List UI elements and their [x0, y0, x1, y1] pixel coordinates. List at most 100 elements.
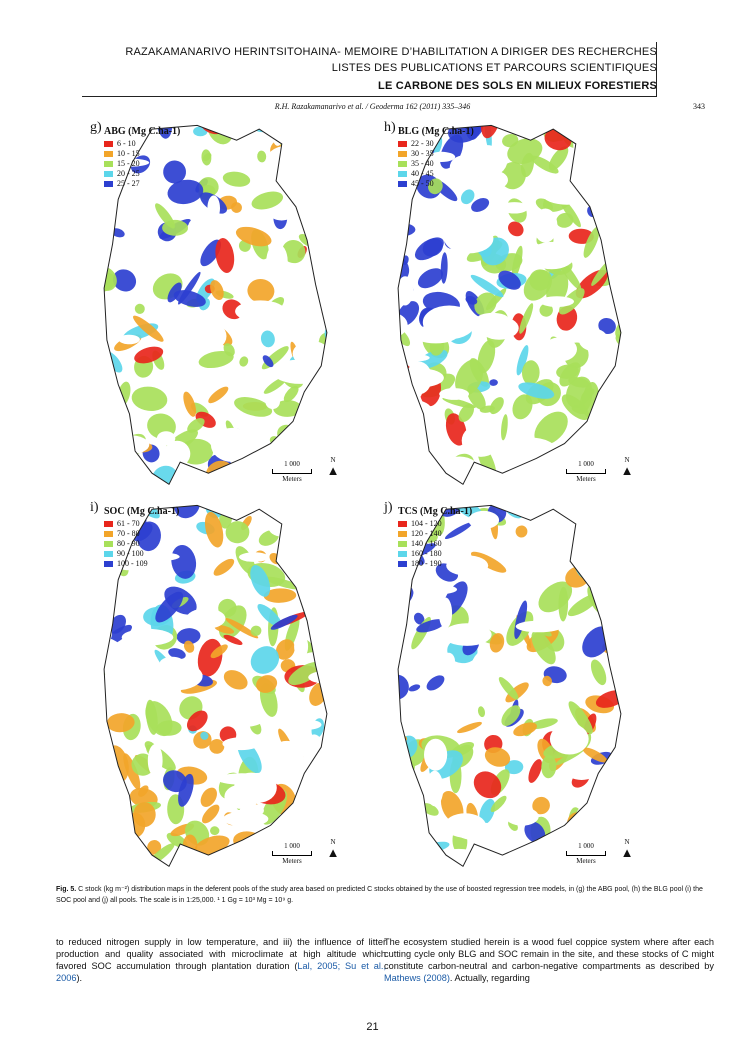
- legend-swatch: [398, 151, 407, 157]
- legend-swatch: [104, 551, 113, 557]
- legend-range-label: 180 - 190: [411, 559, 442, 568]
- legend-item: 180 - 190: [398, 559, 442, 569]
- legend-title-g: ABG (Mg C.ha-1): [104, 126, 181, 137]
- legend-swatch: [398, 561, 407, 567]
- legend-title-j: TCS (Mg C.ha-1): [398, 506, 473, 517]
- map-panel-j: j) TCS (Mg C.ha-1) 104 - 120 120 - 140 140 -…: [384, 498, 666, 870]
- scale-bar-line: [272, 469, 312, 474]
- panel-label-g: g): [90, 120, 102, 135]
- north-arrow-icon: N ▲: [326, 456, 340, 477]
- legend-range-label: 90 - 100: [117, 549, 144, 558]
- legend-swatch: [398, 181, 407, 187]
- panel-label-h: h): [384, 120, 396, 135]
- legend-range-label: 22 - 30: [411, 139, 434, 148]
- body-left-text: to reduced nitrogen supply in low temper…: [56, 937, 386, 971]
- legend-swatch: [398, 141, 407, 147]
- scale-bar-line: [566, 469, 606, 474]
- citation-link[interactable]: Mathews (2008): [384, 973, 450, 983]
- carbon-stock-map-h: [397, 124, 622, 486]
- legend-item: 40 - 45: [398, 169, 434, 179]
- legend-swatch: [104, 541, 113, 547]
- scale-bar-label: 1 000: [578, 842, 594, 850]
- north-arrow-icon: N ▲: [620, 456, 634, 477]
- scale-bar-unit: Meters: [576, 475, 596, 483]
- north-arrow-icon: N ▲: [620, 838, 634, 859]
- legend-range-label: 40 - 45: [411, 169, 434, 178]
- legend-range-label: 61 - 70: [117, 519, 140, 528]
- legend-h: 22 - 30 30 - 35 35 - 40 40 - 45 45 - 50: [398, 139, 434, 189]
- legend-item: 70 - 80: [104, 529, 148, 539]
- scale-bar-i: 1 000 Meters: [272, 842, 312, 865]
- legend-swatch: [104, 161, 113, 167]
- header-author-title: RAZAKAMANARIVO HERINTSITOHAINA- MEMOIRE …: [125, 46, 657, 58]
- header-chapter-title: LE CARBONE DES SOLS EN MILIEUX FORESTIER…: [378, 80, 657, 92]
- legend-item: 120 - 140: [398, 529, 442, 539]
- legend-range-label: 25 - 27: [117, 179, 140, 188]
- citation-link[interactable]: Lal, 2005; Su et al., 2006: [56, 961, 386, 983]
- carbon-stock-map-j: [397, 504, 622, 868]
- figure-caption-text: C stock (kg m⁻²) distribution maps in th…: [56, 886, 703, 904]
- legend-swatch: [104, 151, 113, 157]
- scale-bar-line: [272, 851, 312, 856]
- legend-g: 6 - 10 10 - 15 15 - 20 20 - 25 25 - 27: [104, 139, 140, 189]
- legend-swatch: [104, 531, 113, 537]
- legend-range-label: 70 - 80: [117, 529, 140, 538]
- carbon-stock-map-g: [103, 124, 328, 486]
- legend-swatch: [104, 561, 113, 567]
- map-panel-g: g) ABG (Mg C.ha-1) 6 - 10 10 - 15 15 - 20 20 …: [90, 118, 372, 488]
- legend-range-label: 104 - 120: [411, 519, 442, 528]
- figure-caption: Fig. 5. C stock (kg m⁻²) distribution ma…: [56, 884, 712, 906]
- panel-label-j: j): [384, 500, 393, 515]
- legend-swatch: [104, 141, 113, 147]
- legend-item: 61 - 70: [104, 519, 148, 529]
- legend-swatch: [398, 161, 407, 167]
- legend-swatch: [104, 181, 113, 187]
- legend-item: 25 - 27: [104, 179, 140, 189]
- north-arrow-glyph: ▲: [620, 845, 634, 860]
- legend-item: 140 - 160: [398, 539, 442, 549]
- scale-bar-label: 1 000: [284, 842, 300, 850]
- legend-item: 160 - 180: [398, 549, 442, 559]
- north-arrow-icon: N ▲: [326, 838, 340, 859]
- legend-swatch: [398, 541, 407, 547]
- scale-bar-unit: Meters: [576, 857, 596, 865]
- body-text-right-column: The ecosystem studied herein is a wood f…: [384, 936, 714, 984]
- legend-item: 22 - 30: [398, 139, 434, 149]
- panel-label-i: i): [90, 500, 99, 515]
- legend-range-label: 160 - 180: [411, 549, 442, 558]
- legend-item: 100 - 109: [104, 559, 148, 569]
- legend-swatch: [104, 521, 113, 527]
- legend-range-label: 15 - 20: [117, 159, 140, 168]
- legend-item: 90 - 100: [104, 549, 148, 559]
- scale-bar-unit: Meters: [282, 857, 302, 865]
- legend-swatch: [398, 531, 407, 537]
- body-right-text-end: . Actually, regarding: [449, 973, 530, 983]
- legend-range-label: 120 - 140: [411, 529, 442, 538]
- scale-bar-unit: Meters: [282, 475, 302, 483]
- legend-item: 80 - 90: [104, 539, 148, 549]
- scale-bar-j: 1 000 Meters: [566, 842, 606, 865]
- legend-item: 6 - 10: [104, 139, 140, 149]
- legend-item: 45 - 50: [398, 179, 434, 189]
- carbon-stock-map-i: [103, 504, 328, 868]
- map-panel-h: h) BLG (Mg C.ha-1) 22 - 30 30 - 35 35 - 40 40…: [384, 118, 666, 488]
- page-number: 21: [366, 1021, 379, 1033]
- header-section-title: LISTES DES PUBLICATIONS ET PARCOURS SCIE…: [331, 62, 657, 74]
- legend-item: 15 - 20: [104, 159, 140, 169]
- scale-bar-label: 1 000: [284, 460, 300, 468]
- legend-range-label: 100 - 109: [117, 559, 148, 568]
- legend-item: 20 - 25: [104, 169, 140, 179]
- journal-reference: R.H. Razakamanarivo et al. / Geoderma 16…: [274, 102, 471, 111]
- legend-title-i: SOC (Mg C.ha-1): [104, 506, 180, 517]
- legend-range-label: 10 - 15: [117, 149, 140, 158]
- north-label: N: [330, 838, 336, 846]
- figure-caption-label: Fig. 5.: [56, 886, 77, 893]
- north-arrow-glyph: ▲: [326, 463, 340, 478]
- legend-i: 61 - 70 70 - 80 80 - 90 90 - 100 100 - 109: [104, 519, 148, 569]
- header-vertical-rule: [656, 42, 657, 96]
- north-label: N: [330, 456, 336, 464]
- legend-range-label: 6 - 10: [117, 139, 136, 148]
- north-label: N: [624, 456, 630, 464]
- legend-range-label: 80 - 90: [117, 539, 140, 548]
- legend-swatch: [398, 521, 407, 527]
